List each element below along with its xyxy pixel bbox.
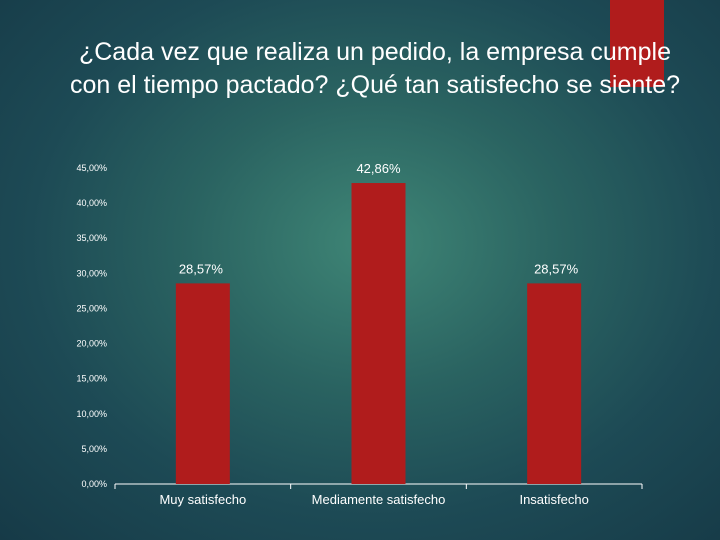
bar xyxy=(527,283,582,484)
x-category-label: Mediamente satisfecho xyxy=(312,492,446,507)
slide-title: ¿Cada vez que realiza un pedido, la empr… xyxy=(69,38,681,99)
y-tick-label: 30,00% xyxy=(76,268,107,278)
y-axis-ticks: 0,00% 5,00% 10,00% 15,00% 20,00% 25,00% 30,00%… xyxy=(76,163,643,489)
x-axis-labels: Muy satisfecho Mediamente satisfecho Insat… xyxy=(159,492,588,507)
data-label: 42,86% xyxy=(356,161,401,176)
x-category-label: Insatisfecho xyxy=(519,492,588,507)
y-tick-label: 35,00% xyxy=(76,233,107,243)
y-tick-label: 45,00% xyxy=(76,163,107,173)
y-tick-label: 15,00% xyxy=(76,374,107,384)
y-tick-label: 20,00% xyxy=(76,339,107,349)
y-tick-label: 10,00% xyxy=(76,409,107,419)
y-tick-label: 5,00% xyxy=(81,444,107,454)
data-labels: 28,57% 42,86% 28,57% xyxy=(179,161,579,276)
data-label: 28,57% xyxy=(179,261,224,276)
y-tick-label: 0,00% xyxy=(81,479,107,489)
y-tick-label: 25,00% xyxy=(76,303,107,313)
bars xyxy=(175,183,582,484)
data-label: 28,57% xyxy=(534,261,579,276)
x-category-label: Muy satisfecho xyxy=(159,492,246,507)
bar xyxy=(175,283,230,484)
y-tick-label: 40,00% xyxy=(76,198,107,208)
accent-bar xyxy=(610,0,664,87)
bar xyxy=(351,183,406,484)
